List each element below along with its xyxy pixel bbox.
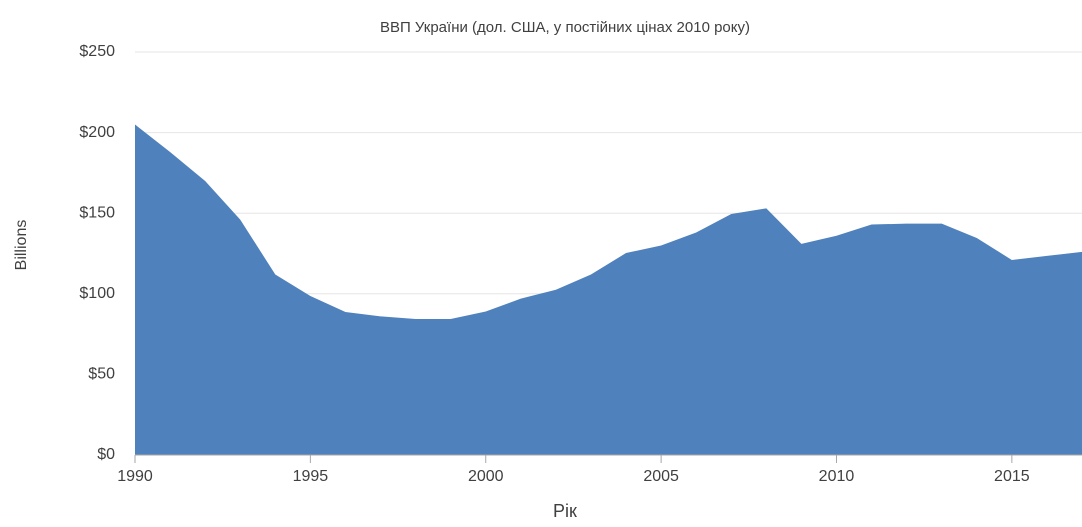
y-axis-label: Billions	[13, 220, 30, 271]
x-tick-label: 2010	[819, 468, 855, 485]
y-tick-label: $250	[79, 43, 115, 60]
x-tick-label: 2005	[643, 468, 679, 485]
x-tick-label: 2015	[994, 468, 1030, 485]
y-tick-label: $100	[79, 285, 115, 302]
y-tick-label: $50	[88, 366, 115, 383]
y-tick-label: $0	[97, 446, 115, 463]
y-tick-label: $150	[79, 204, 115, 221]
x-tick-label: 1995	[293, 468, 329, 485]
x-tick-label: 1990	[117, 468, 153, 485]
y-tick-label: $200	[79, 124, 115, 141]
area	[135, 124, 1082, 455]
x-axis-label: Рік	[553, 501, 577, 521]
chart-title: ВВП України (дол. США, у постійних цінах…	[380, 19, 750, 36]
x-tick-label: 2000	[468, 468, 504, 485]
